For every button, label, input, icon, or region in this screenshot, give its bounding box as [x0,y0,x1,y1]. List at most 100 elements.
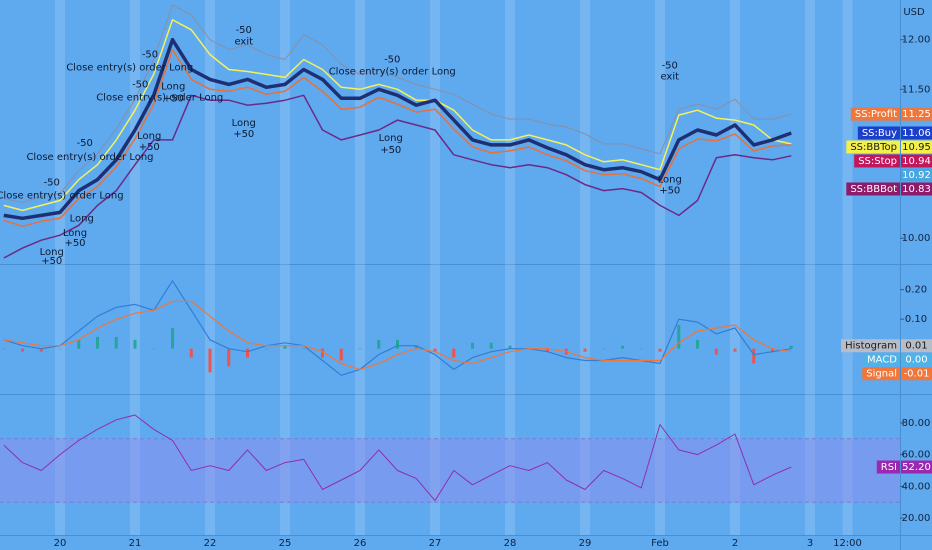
value-tag [901,168,932,182]
x-tick-label: 12:00 [833,538,862,549]
y-tick-label: 40.00 [902,481,931,492]
histogram-bar [583,348,587,352]
histogram-bar [433,348,437,352]
session-shade [730,0,740,535]
x-tick-label: 22 [204,538,217,549]
tag-name-box [876,460,900,474]
x-tick-label: 21 [129,538,142,549]
y-tick-label: 12.00 [902,35,931,46]
histogram-bar [752,348,756,364]
histogram-bar [639,348,643,350]
trade-annotation: Close entry(s) order Long [329,66,456,77]
y-tick-label: 80.00 [902,418,931,429]
histogram-bar [377,339,381,349]
value-tag [901,353,932,367]
histogram-bar [39,348,43,352]
series-line [3,280,792,376]
histogram-bar [546,348,549,352]
histogram-bar [227,348,231,367]
trade-annotation: Long [161,81,185,92]
histogram-bar [264,348,268,350]
tag-name-box [841,339,900,353]
x-tick-label: Feb [651,538,669,549]
value-tag [901,107,932,121]
session-shade [505,0,515,535]
tag-name-box [857,126,900,140]
histogram-bar [246,348,249,358]
trade-annotation: +50 [659,186,680,197]
histogram-bar [489,342,493,349]
session-shade [280,0,290,535]
session-shade [130,0,140,535]
x-tick-label: 20 [54,538,67,549]
histogram-bar [152,348,156,350]
x-tick-label: 2 [732,538,738,549]
value-tag [901,460,932,474]
histogram-bar [321,348,324,358]
trade-annotation: Close entry(s) order Long [0,191,124,202]
histogram-bar [677,325,681,349]
histogram-bar [621,345,624,349]
tag-name: Signal [866,369,897,380]
tag-value: 11.06 [902,128,931,139]
trade-annotation: -50 [77,138,93,149]
series-line [3,4,792,203]
tag-name: Histogram [845,341,897,352]
histogram-bar [189,348,193,358]
histogram-bar [208,348,212,373]
trade-annotation: -50 [236,25,252,36]
series-line [3,414,792,502]
x-tick-label: 28 [504,538,517,549]
histogram-bar [602,348,606,350]
y-tick-label: 0.20 [905,285,927,296]
trade-annotation: +50 [233,129,254,140]
trade-annotation: Long [658,175,682,186]
session-shade [805,0,815,535]
histogram-bar [114,336,118,349]
session-shade [655,0,665,535]
trade-annotation: Long [63,228,87,239]
tag-value: 10.95 [902,142,931,153]
tag-name: SS:BBBot [850,184,897,195]
trade-annotation: exit [234,37,253,48]
histogram-bar [452,348,456,358]
trade-annotation: -50 [44,178,60,189]
histogram-bar [771,348,774,352]
histogram-bar [414,345,418,349]
value-tag [901,126,932,140]
trade-annotation: Long [379,133,403,144]
tag-value: 10.92 [902,170,931,181]
histogram-bar [133,339,137,349]
tag-value: 0.01 [905,341,927,352]
x-tick-label: 3 [807,538,813,549]
tag-name-box [846,182,900,196]
histogram-bar [302,348,306,350]
y-tick-label: 11.50 [902,84,931,95]
series-line [3,48,792,228]
value-tag [901,367,932,381]
histogram-bar [714,348,718,355]
rsi-band [0,438,900,503]
value-tag [901,182,932,196]
histogram-bar [171,328,174,349]
tag-name-box [846,140,900,154]
tag-name: SS:Profit [855,109,897,120]
tag-name: RSI [881,462,897,473]
tag-value: 10.83 [902,184,931,195]
histogram-bar [733,348,737,352]
trade-annotation: Close entry(s) order Long [66,62,193,73]
y-tick-label: 0.10 [905,314,927,325]
tag-value: 0.00 [905,355,927,366]
histogram-bar [58,348,62,350]
trade-annotation: +50 [64,238,85,249]
histogram-bar [696,339,699,349]
x-tick-label: 26 [354,538,367,549]
histogram-bar [358,348,362,350]
y-tick-label: 10.00 [902,233,931,244]
histogram-bar [77,339,81,349]
histogram-bar [283,345,287,349]
tag-name-box [854,154,900,168]
x-tick-label: 27 [429,538,442,549]
trade-annotation: Close entry(s) order Long [26,152,153,163]
